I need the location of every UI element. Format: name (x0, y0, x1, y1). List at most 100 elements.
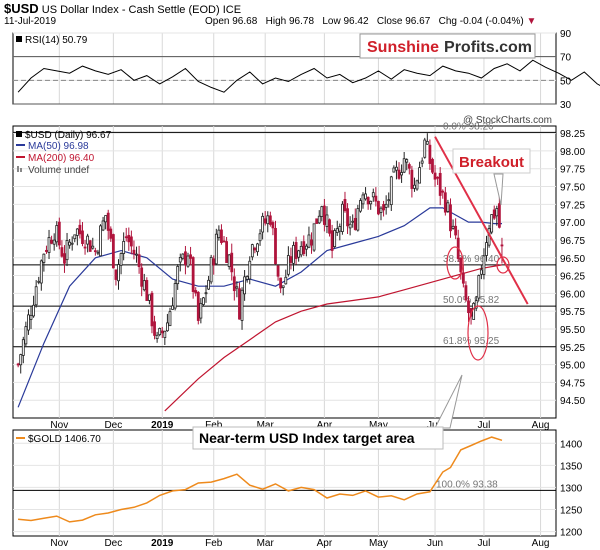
change-down-arrow-icon: ▼ (526, 16, 537, 27)
candle-body (204, 292, 208, 295)
candle-body (96, 251, 100, 254)
high-value: 96.78 (288, 16, 315, 27)
highlight-ellipse (446, 246, 464, 280)
candle-body (163, 330, 167, 339)
candle-body (65, 240, 69, 261)
candle-body (42, 253, 46, 263)
volume-legend: Volume undef (28, 165, 89, 176)
candle-body (222, 240, 226, 243)
month-label: 2019 (151, 420, 174, 431)
candle-body (330, 230, 334, 251)
candle-body (302, 241, 306, 255)
candle-body (485, 242, 488, 256)
candle-body (389, 176, 393, 206)
candle-body (268, 215, 272, 225)
candle-body (168, 311, 172, 327)
candle-body (377, 200, 380, 215)
breakout-box (452, 148, 531, 174)
candle-body (356, 208, 360, 231)
candle-body (364, 193, 367, 200)
high-label: High (265, 16, 287, 27)
candle-body (127, 234, 131, 243)
candle-body (428, 144, 432, 164)
candle-body (220, 229, 223, 243)
candle-body (209, 256, 213, 283)
price-tick-label: 97.25 (560, 200, 585, 211)
ma200-legend: MA(200) 96.40 (28, 153, 95, 164)
price-tick-label: 95.75 (560, 307, 585, 318)
candle-body (27, 314, 30, 331)
candle-body (230, 252, 234, 273)
candle-body (479, 269, 483, 275)
candle-body (78, 224, 82, 235)
price-tick-label: 97.00 (560, 218, 585, 229)
candle-body (60, 247, 64, 257)
candle-body (50, 239, 54, 244)
fib-level-label: 38.2% 96.40 (443, 254, 500, 265)
gold-reference-label: 100.0% 93.38 (436, 479, 498, 490)
candle-body (140, 267, 144, 287)
month-label: Feb (205, 420, 223, 431)
candle-body (137, 254, 141, 268)
candle-body (294, 242, 298, 259)
candle-body (104, 215, 108, 223)
candle-body (446, 202, 450, 212)
candle-body (413, 184, 416, 189)
candle-body (47, 237, 51, 253)
rsi-tick-label: 30 (560, 100, 572, 111)
candle-body (341, 203, 344, 232)
candle-body (225, 241, 228, 263)
candle-body (117, 264, 120, 282)
candle-body (402, 158, 406, 173)
candle-body (55, 225, 59, 243)
candle-body (57, 221, 61, 246)
low-label: Low (322, 16, 341, 27)
candle-body (106, 212, 110, 231)
month-label: May (369, 420, 388, 431)
candle-body (145, 279, 149, 301)
month-label: May (369, 538, 388, 549)
candle-body (317, 215, 321, 224)
candle-body (343, 199, 347, 212)
candle-body (240, 289, 244, 321)
candle-body (369, 200, 373, 205)
candle-body (384, 203, 388, 208)
candle-body (467, 300, 470, 314)
candle-body (153, 321, 156, 336)
month-label: Dec (104, 420, 122, 431)
candle-body (75, 228, 79, 236)
candle-body (245, 276, 249, 280)
candle-body (253, 247, 257, 251)
candle-body (382, 204, 385, 211)
candle-body (366, 196, 370, 205)
gold-tick-label: 1300 (560, 483, 583, 494)
candle-body (263, 218, 267, 224)
candle-body (353, 217, 357, 230)
month-label: Jul (478, 538, 491, 549)
ma50-legend: MA(50) 96.98 (28, 141, 89, 152)
declining-trendline (434, 136, 529, 305)
month-label: Jun (427, 420, 443, 431)
candle-body (454, 225, 458, 236)
candle-body (299, 245, 303, 256)
fib-level-label: 61.8% 95.25 (443, 336, 500, 347)
candle-body (371, 192, 375, 198)
candle-body (351, 220, 355, 223)
candle-body (178, 257, 182, 263)
volume-legend-swatch (17, 166, 19, 172)
gold-tick-label: 1350 (560, 461, 583, 472)
candle-body (392, 167, 396, 173)
candle-body (266, 215, 270, 225)
candle-body (93, 250, 97, 253)
candle-body (490, 214, 494, 233)
candle-body (271, 222, 275, 229)
fib-level-label: 50.0% 95.82 (443, 295, 500, 306)
candle-body (73, 234, 77, 240)
close-value: 96.67 (405, 16, 431, 27)
candle-body (420, 160, 424, 164)
candle-body (45, 249, 48, 252)
month-label: Aug (532, 538, 550, 549)
gold-tick-label: 1250 (560, 506, 583, 517)
price-tick-label: 97.75 (560, 165, 585, 176)
